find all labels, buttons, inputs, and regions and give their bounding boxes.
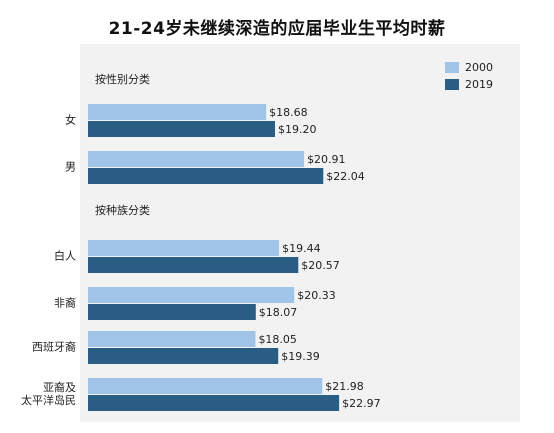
category-label: 男 [65, 161, 76, 174]
value-label-2019: $22.04 [326, 170, 365, 183]
value-label-2000: $20.91 [307, 153, 346, 166]
legend-swatch-2000 [445, 62, 459, 73]
group-heading: 按种族分类 [95, 203, 150, 217]
value-label-2019: $19.20 [278, 123, 317, 136]
value-label-2019: $18.07 [259, 306, 298, 319]
legend-label-2000: 2000 [465, 61, 493, 74]
bar-2000 [88, 104, 267, 120]
legend-swatch-2019 [445, 79, 459, 90]
value-label-2019: $20.57 [301, 259, 340, 272]
bar-2000 [88, 240, 280, 256]
bar-2000 [88, 151, 305, 167]
value-label-2000: $18.05 [258, 333, 297, 346]
category-label: 女 [65, 113, 76, 127]
category-label: 太平洋岛民 [21, 393, 76, 407]
value-label-2000: $18.68 [269, 106, 308, 119]
legend-label-2019: 2019 [465, 78, 493, 91]
category-label: 白人 [54, 249, 76, 263]
bar-2019 [88, 121, 275, 137]
bar-2019 [88, 348, 279, 364]
bar-2000 [88, 287, 295, 303]
value-label-2000: $19.44 [282, 242, 321, 255]
bar-2019 [88, 304, 256, 320]
category-label: 西班牙裔 [32, 340, 76, 354]
bar-2019 [88, 395, 340, 411]
value-label-2000: $20.33 [297, 289, 336, 302]
bar-2000 [88, 378, 323, 394]
value-label-2019: $19.39 [281, 350, 320, 363]
category-label: 亚裔及 [43, 380, 76, 394]
value-label-2019: $22.97 [342, 397, 381, 410]
value-label-2000: $21.98 [325, 380, 364, 393]
bar-2019 [88, 168, 324, 184]
category-label: 非裔 [54, 296, 76, 310]
chart-title: 21-24岁未继续深造的应届毕业生平均时薪 [108, 19, 446, 39]
bar-2019 [88, 257, 299, 273]
group-heading: 按性别分类 [95, 72, 150, 86]
bar-2000 [88, 331, 256, 347]
